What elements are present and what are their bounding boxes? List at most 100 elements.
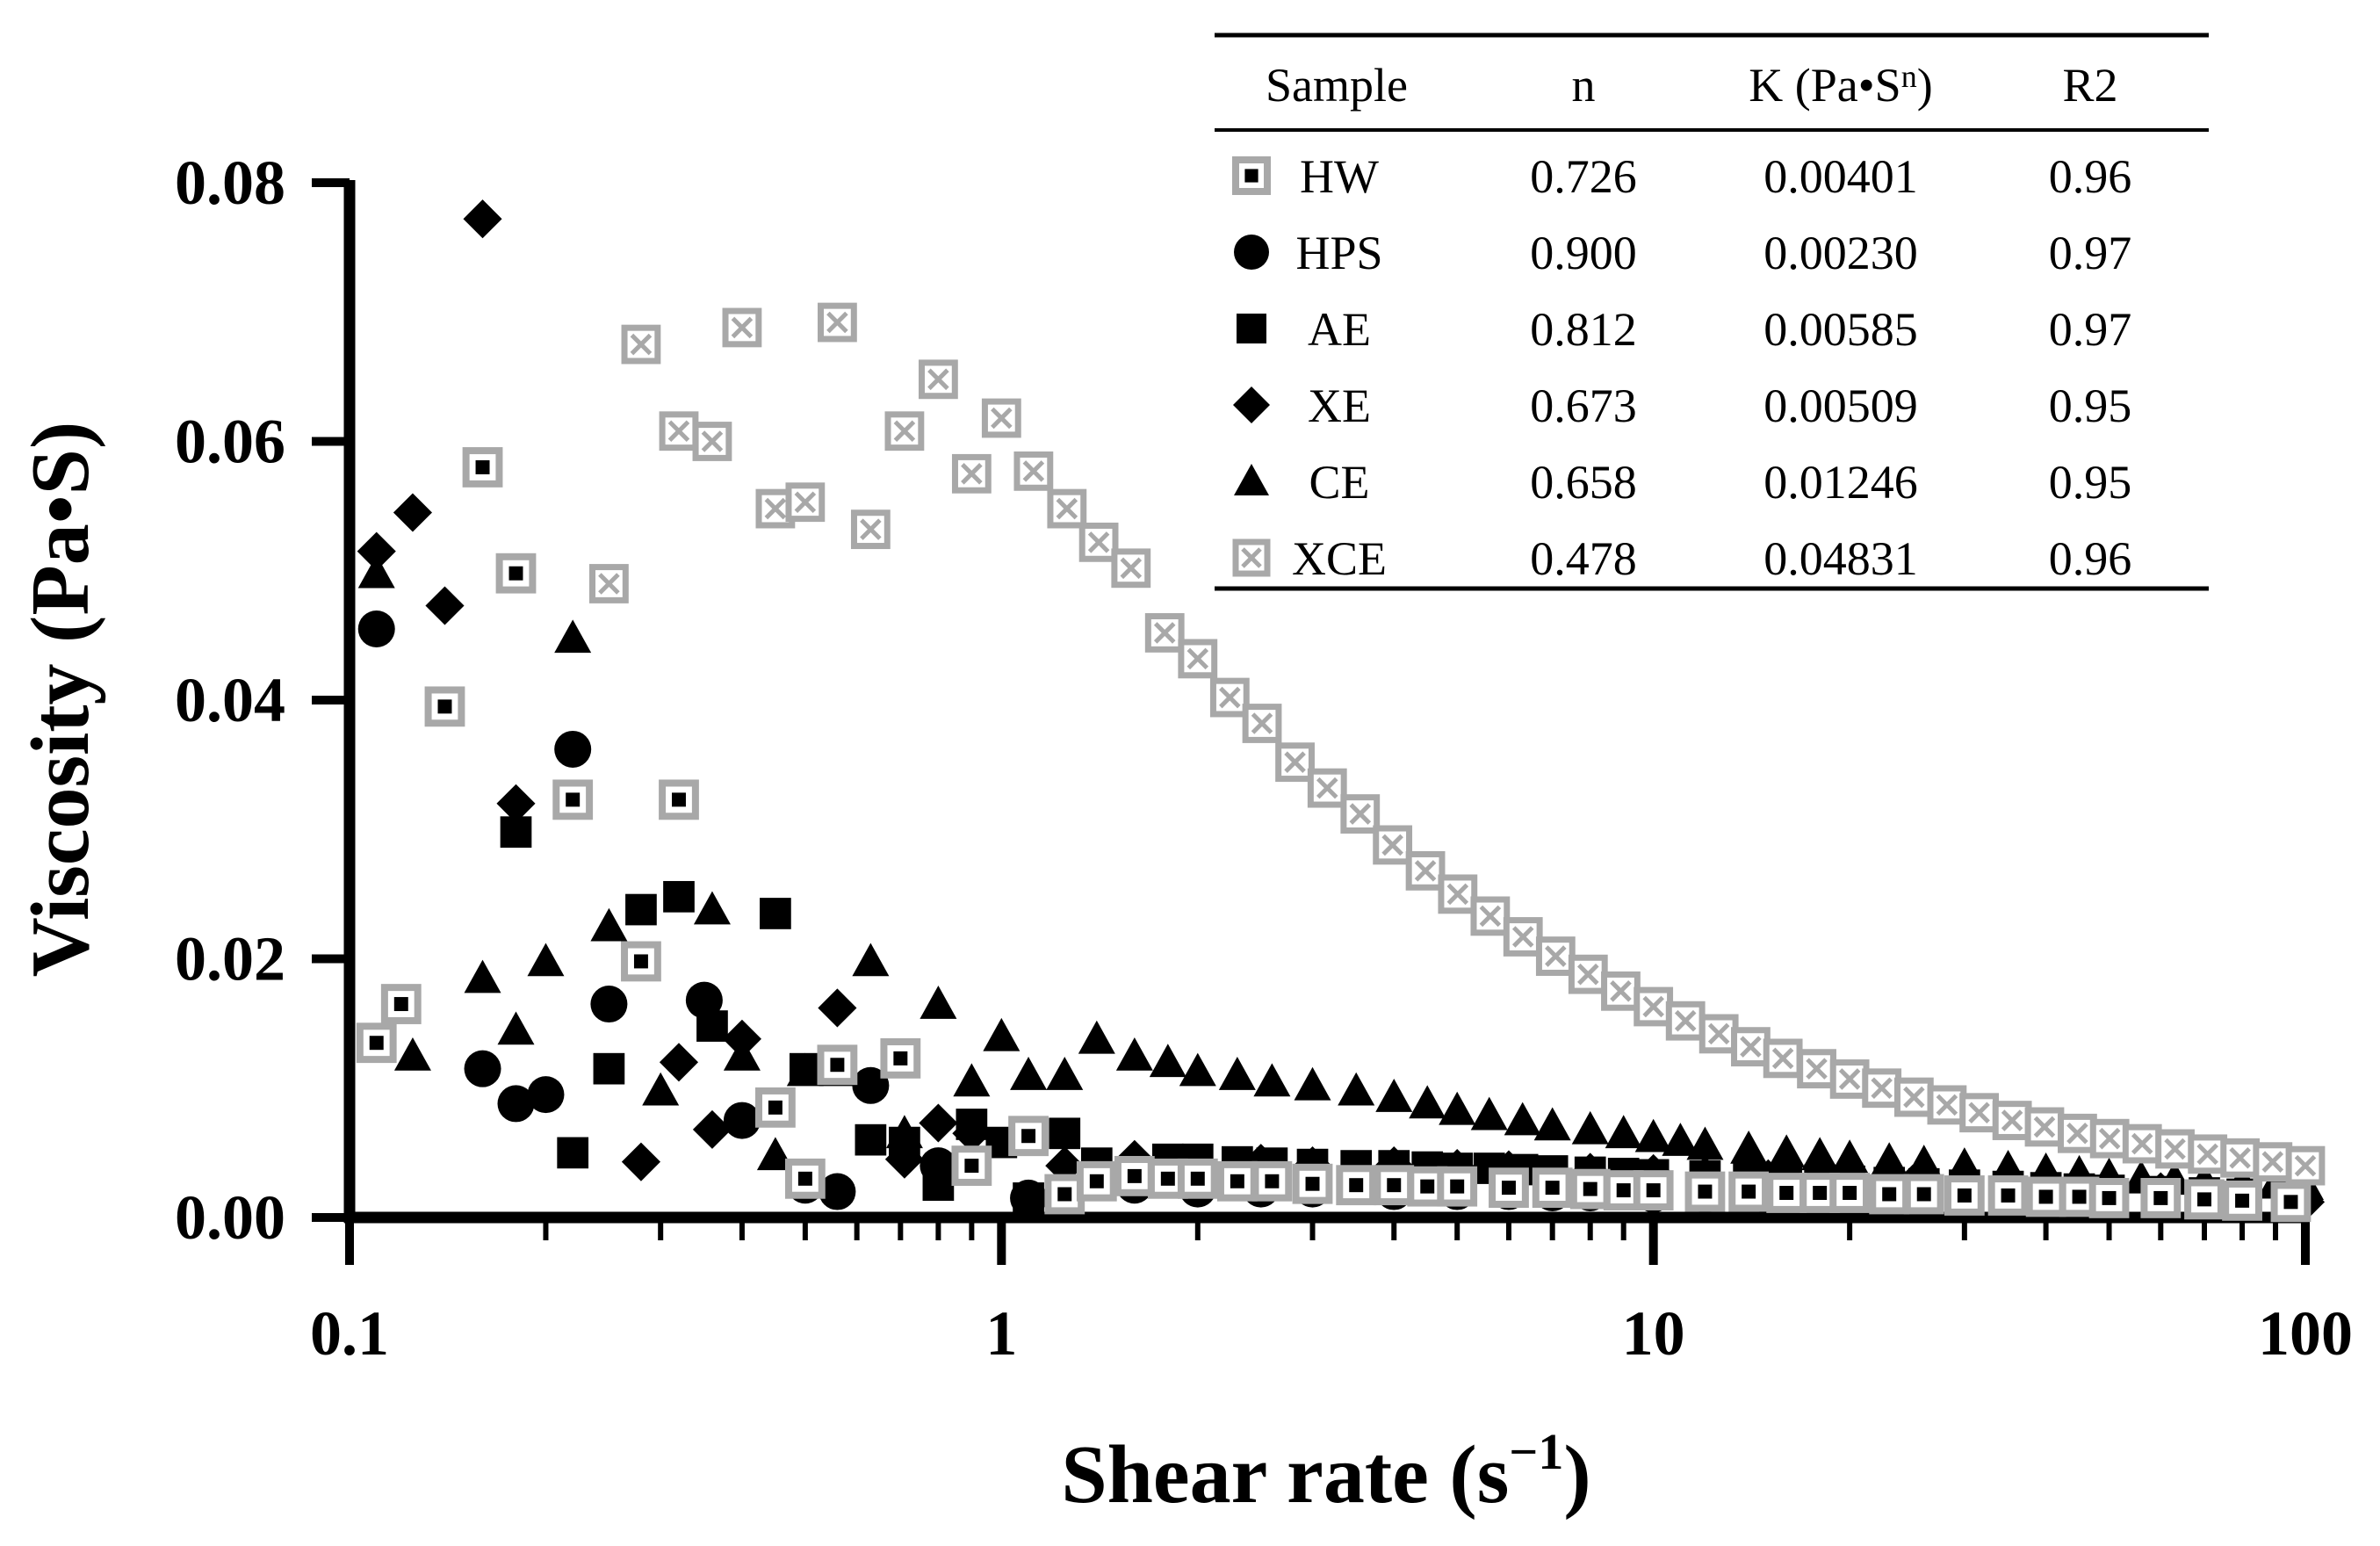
y-axis-title: Viscosity (Pa•S) xyxy=(15,422,106,978)
point-hw xyxy=(1292,1163,1333,1204)
legend-marker-hps xyxy=(1234,235,1269,270)
point-hw xyxy=(1766,1173,1807,1213)
x-axis-ticks: 0.1 1 10 100 xyxy=(310,1217,2353,1369)
point-xce xyxy=(951,453,992,494)
point-ce xyxy=(1010,1057,1048,1090)
point-hw xyxy=(1216,1160,1258,1202)
table-cell-sample: AE xyxy=(1308,303,1371,356)
point-xce xyxy=(2089,1118,2130,1159)
legend-table: Sample n K (Pa•Sn) R2 HW 0.726 0.00401 0.96… xyxy=(1212,26,2213,596)
point-xce xyxy=(1242,704,1282,743)
point-hw xyxy=(880,1037,921,1079)
table-header-r2: R2 xyxy=(2062,59,2117,112)
point-hps xyxy=(685,981,723,1019)
point-hw xyxy=(2184,1179,2225,1220)
point-ce xyxy=(1338,1072,1375,1106)
point-xce xyxy=(1111,548,1151,589)
point-xce xyxy=(1503,917,1543,957)
point-xce xyxy=(2188,1134,2228,1174)
point-xce xyxy=(1209,677,1250,718)
point-xe xyxy=(692,1109,732,1149)
point-hw xyxy=(2222,1180,2262,1221)
point-hw xyxy=(1374,1165,1415,1206)
point-xce xyxy=(2253,1142,2293,1182)
point-xce xyxy=(1797,1049,1836,1089)
y-tick-label: 0.06 xyxy=(175,407,285,477)
point-hw xyxy=(784,1158,826,1199)
point-ae xyxy=(1049,1117,1081,1150)
table-header-k: K (Pa•Sn) xyxy=(1749,59,1932,112)
point-hw xyxy=(1437,1166,1478,1207)
point-xce xyxy=(692,422,732,461)
point-xce xyxy=(1927,1085,1967,1125)
point-xce xyxy=(1178,639,1218,679)
point-ce xyxy=(756,1137,794,1171)
point-ce xyxy=(1179,1052,1216,1087)
point-ae xyxy=(500,816,532,849)
table-cell-n: 0.726 xyxy=(1530,150,1637,203)
point-ce xyxy=(1801,1137,1839,1171)
table-cell-k: 0.00585 xyxy=(1763,303,1918,356)
table-cell-r2: 0.95 xyxy=(2049,379,2132,432)
point-hw xyxy=(462,447,503,488)
point-xce xyxy=(1307,768,1347,808)
point-ce xyxy=(1533,1107,1571,1141)
point-xce xyxy=(1438,874,1478,914)
point-xe xyxy=(818,988,857,1028)
point-xce xyxy=(1634,986,1674,1027)
x-tick-label: 10 xyxy=(1622,1298,1685,1369)
point-ce xyxy=(1470,1096,1508,1131)
table-cell-n: 0.812 xyxy=(1530,303,1637,356)
table-cell-n: 0.658 xyxy=(1530,456,1637,509)
table-cell-sample: XCE xyxy=(1292,532,1387,585)
y-tick-label: 0.04 xyxy=(175,665,285,735)
point-hps xyxy=(590,986,628,1023)
point-hw xyxy=(1489,1167,1529,1209)
point-xce xyxy=(1568,954,1608,994)
point-ce xyxy=(1439,1091,1476,1125)
point-ae xyxy=(790,1052,821,1085)
point-ce xyxy=(497,1011,535,1045)
point-hps xyxy=(1010,1179,1048,1217)
point-xe xyxy=(425,586,465,625)
point-xce xyxy=(1862,1068,1902,1109)
point-hw xyxy=(1532,1167,1573,1209)
point-xce xyxy=(2058,1113,2097,1153)
table-row: AE 0.812 0.00585 0.97 xyxy=(1237,303,2131,356)
point-hps xyxy=(357,610,395,648)
legend-marker-ae xyxy=(1237,314,1266,343)
point-hw xyxy=(951,1145,992,1186)
point-xce xyxy=(1893,1077,1934,1117)
point-hps xyxy=(819,1173,856,1210)
point-hw xyxy=(1251,1160,1293,1202)
point-xce xyxy=(850,509,891,550)
point-hw xyxy=(495,553,537,594)
point-hw xyxy=(1728,1171,1770,1212)
point-hw xyxy=(1684,1171,1726,1212)
legend-marker-xce xyxy=(1232,538,1271,577)
table-cell-k: 0.04831 xyxy=(1763,532,1918,585)
point-ae xyxy=(956,1109,988,1140)
point-hw xyxy=(2270,1181,2311,1223)
point-xce xyxy=(1405,850,1446,891)
point-xce xyxy=(1992,1101,2032,1140)
y-tick-label: 0.08 xyxy=(175,148,285,218)
point-xce xyxy=(1340,794,1381,834)
table-row: CE 0.658 0.01246 0.95 xyxy=(1234,456,2131,509)
point-xe xyxy=(496,784,536,823)
legend-marker-ce xyxy=(1234,464,1269,495)
point-xce xyxy=(1047,488,1087,529)
point-xe xyxy=(722,1019,761,1058)
point-hw xyxy=(380,984,422,1024)
point-hw xyxy=(552,779,594,820)
table-cell-n: 0.900 xyxy=(1530,227,1637,279)
table-cell-sample: HPS xyxy=(1295,227,1382,279)
point-xce xyxy=(884,411,925,452)
point-hps xyxy=(920,1147,957,1185)
point-xce xyxy=(589,564,629,603)
point-xe xyxy=(919,1103,958,1143)
point-ce xyxy=(1375,1079,1413,1112)
point-hps xyxy=(527,1076,565,1114)
point-xce xyxy=(2285,1145,2326,1186)
point-hw xyxy=(424,686,465,727)
